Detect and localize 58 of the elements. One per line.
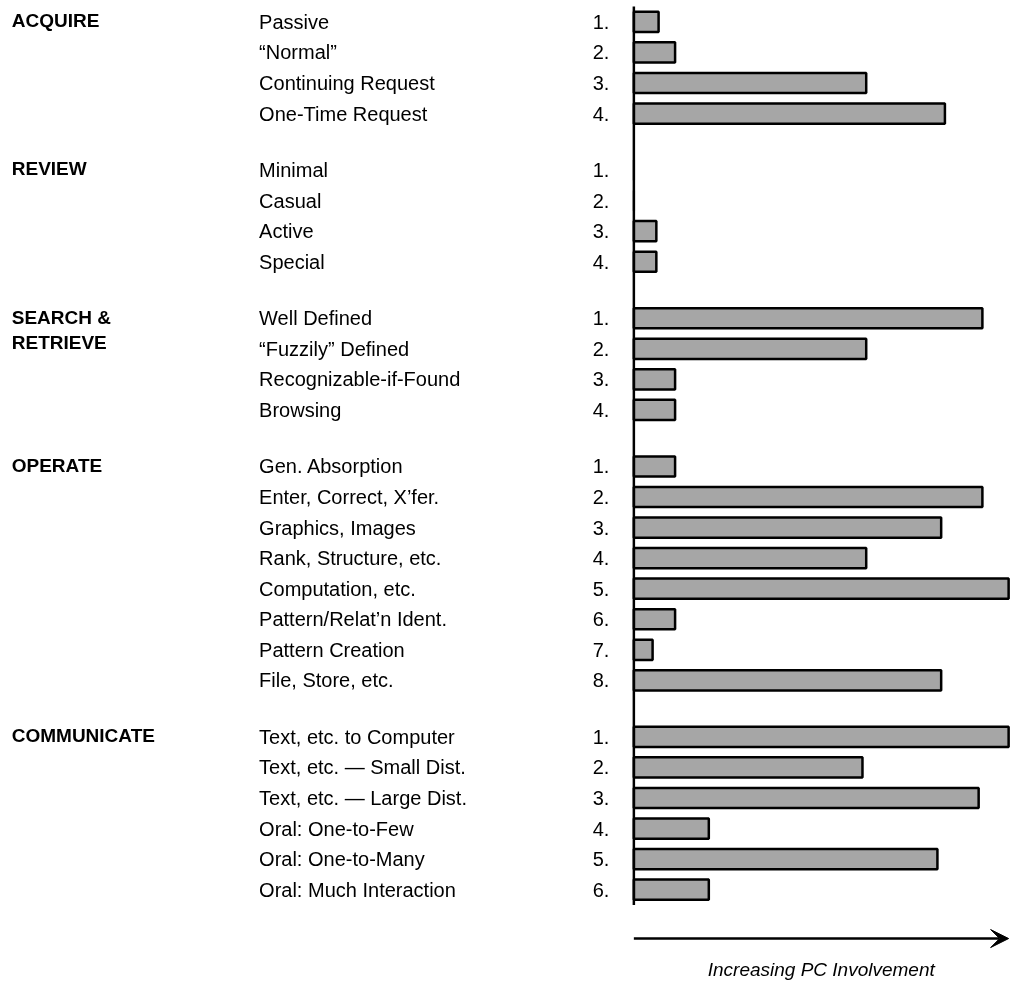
text: 2. xyxy=(592,486,610,509)
y-tick-label: Pattern/Relat’n Ident. xyxy=(259,608,447,631)
text: 2. xyxy=(592,41,610,64)
y-tick-label: “Fuzzily” Defined xyxy=(259,337,410,360)
y-tick-label: Text, etc. to Computer xyxy=(259,725,456,748)
text: COMMUNICATE xyxy=(11,725,155,747)
text: 1. xyxy=(592,455,610,478)
text: 4. xyxy=(592,817,610,840)
text: 7. xyxy=(592,638,610,661)
y-tick-label: Text, etc. — Large Dist. xyxy=(259,787,467,809)
text: 1. xyxy=(592,307,610,330)
y-tick-label: Passive xyxy=(259,10,330,33)
text: SEARCH & RETRIEVE xyxy=(11,306,112,353)
y-tick-label: Enter, Correct, X’fer. xyxy=(259,486,440,509)
y-tick-label: Continuing Request xyxy=(259,72,436,94)
text: 2. xyxy=(592,189,610,212)
text: 4. xyxy=(592,547,610,570)
y-tick-label: Minimal xyxy=(259,159,328,182)
text: 1. xyxy=(592,10,610,33)
text: 6. xyxy=(592,878,610,901)
text: 5. xyxy=(592,577,610,600)
text: 3. xyxy=(592,368,610,391)
y-tick-label: File, Store, etc. xyxy=(259,669,394,692)
text: REVIEW xyxy=(11,158,87,180)
y-tick-label: Gen. Absorption xyxy=(259,455,403,478)
text: 4. xyxy=(592,102,610,125)
text: 3. xyxy=(592,72,610,94)
text: 8. xyxy=(592,669,610,692)
text: 4. xyxy=(592,250,610,273)
text: 2. xyxy=(592,756,610,779)
y-tick-label: One-Time Request xyxy=(259,102,428,125)
text: ACQUIRE xyxy=(11,10,100,32)
x-axis-title: Increasing PC Involvement xyxy=(707,958,936,980)
y-tick-label: Oral: One-to-Few xyxy=(259,817,415,840)
y-tick-label: Casual xyxy=(259,189,322,212)
text: 3. xyxy=(592,220,610,243)
y-tick-label: Text, etc. — Small Dist. xyxy=(259,756,466,779)
text: 4. xyxy=(592,398,610,421)
y-tick-label: Well Defined xyxy=(259,307,373,330)
text: 1. xyxy=(592,159,610,182)
text: 6. xyxy=(592,608,610,631)
y-tick-label: Rank, Structure, etc. xyxy=(259,547,442,570)
text: 1. xyxy=(592,725,610,748)
y-tick-label: Browsing xyxy=(259,398,342,421)
y-tick-label: Oral: Much Interaction xyxy=(259,878,456,901)
y-tick-label: Active xyxy=(259,220,314,243)
y-tick-label: Recognizable-if-Found xyxy=(259,368,461,391)
y-tick-label: Computation, etc. xyxy=(259,577,416,600)
y-tick-label: Oral: One-to-Many xyxy=(259,848,425,871)
text: 5. xyxy=(592,848,610,871)
text: 3. xyxy=(592,516,610,539)
y-tick-label: Graphics, Images xyxy=(259,516,416,539)
text: 2. xyxy=(592,337,610,360)
text: 3. xyxy=(592,787,610,809)
text: OPERATE xyxy=(11,454,103,476)
y-tick-label: “Normal” xyxy=(259,41,337,64)
y-tick-label: Special xyxy=(259,250,325,273)
y-tick-label: Pattern Creation xyxy=(259,638,405,661)
